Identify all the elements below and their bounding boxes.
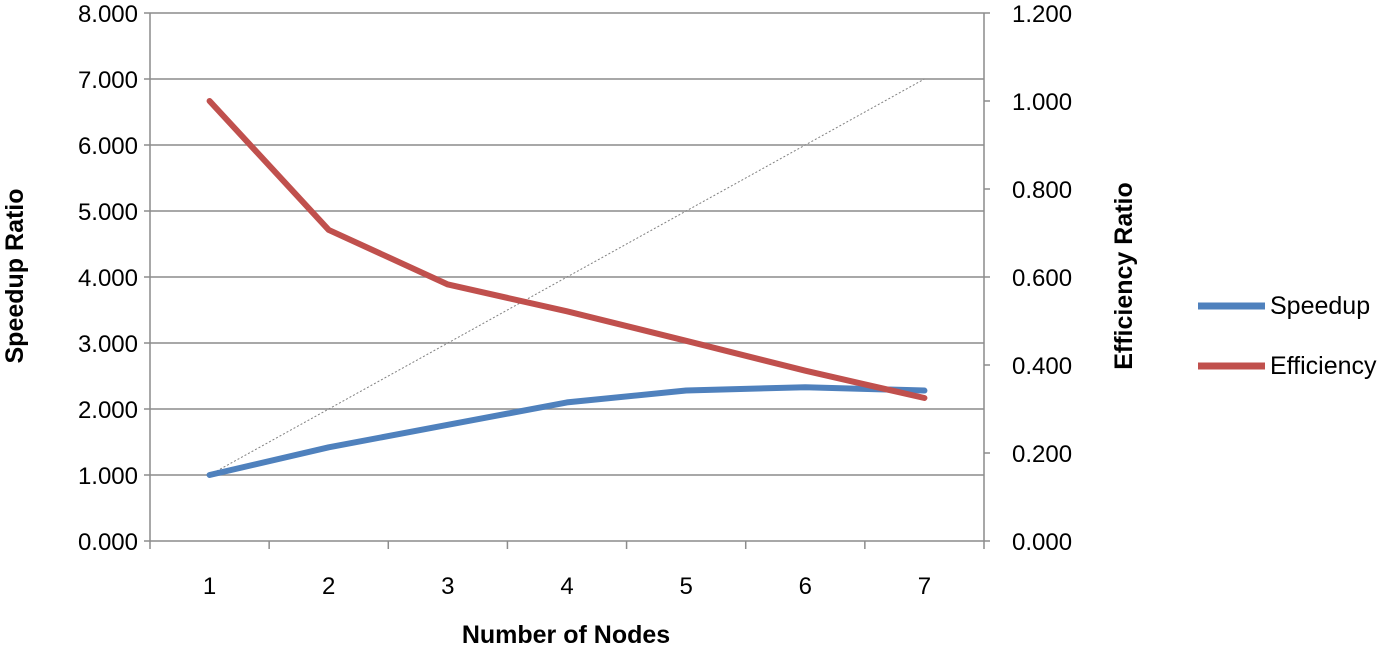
reference-line	[209, 78, 925, 476]
reference-line-group	[209, 78, 925, 476]
y2-axis-title: Efficiency Ratio	[1110, 182, 1138, 370]
legend-label-efficiency: Efficiency	[1270, 352, 1377, 380]
x-axis-tick-label: 4	[560, 573, 573, 600]
y-axis-tick-label: 6.000	[78, 133, 138, 160]
y-axis-tick-label: 5.000	[78, 199, 138, 226]
y2-axis-tick-label: 0.400	[1012, 353, 1072, 380]
y2-axis-tick-label: 1.200	[1012, 1, 1072, 28]
x-axis-tick-label: 1	[203, 573, 216, 600]
y-axis-tick-label: 8.000	[78, 1, 138, 28]
x-axis-tick-label: 3	[441, 573, 454, 600]
y-axis-tick-label: 1.000	[78, 463, 138, 490]
y-axis-tick-label: 2.000	[78, 397, 138, 424]
y2-axis-tick-label: 1.000	[1012, 89, 1072, 116]
axes	[144, 12, 990, 549]
y2-axis-tick-label: 0.200	[1012, 441, 1072, 468]
x-axis-title: Number of Nodes	[462, 621, 670, 646]
y-axis-tick-label: 7.000	[78, 67, 138, 94]
series-lines	[206, 98, 928, 478]
legend-label-speedup: Speedup	[1270, 292, 1370, 320]
x-axis-tick-label: 7	[918, 573, 931, 600]
y2-axis-tick-label: 0.600	[1012, 265, 1072, 292]
x-axis-tick-label: 2	[322, 573, 335, 600]
series-line-efficiency	[206, 98, 928, 401]
gridlines	[150, 12, 984, 476]
legend: Speedup Efficiency	[1198, 292, 1377, 380]
y-axis-tick-label: 4.000	[78, 265, 138, 292]
y-axis-tick-label: 0.000	[78, 529, 138, 556]
x-axis-tick-label: 5	[679, 573, 692, 600]
y-axis-tick-label: 3.000	[78, 331, 138, 358]
y2-axis-tick-label: 0.800	[1012, 177, 1072, 204]
series-line-speedup	[206, 384, 928, 478]
x-axis-tick-label: 6	[799, 573, 812, 600]
y2-axis-tick-label: 0.000	[1012, 529, 1072, 556]
y-axis-title: Speedup Ratio	[1, 188, 29, 363]
tick-labels: 0.000 1.000 2.000 3.000 4.000 5.000 6.000 7.000…	[78, 1, 1072, 600]
